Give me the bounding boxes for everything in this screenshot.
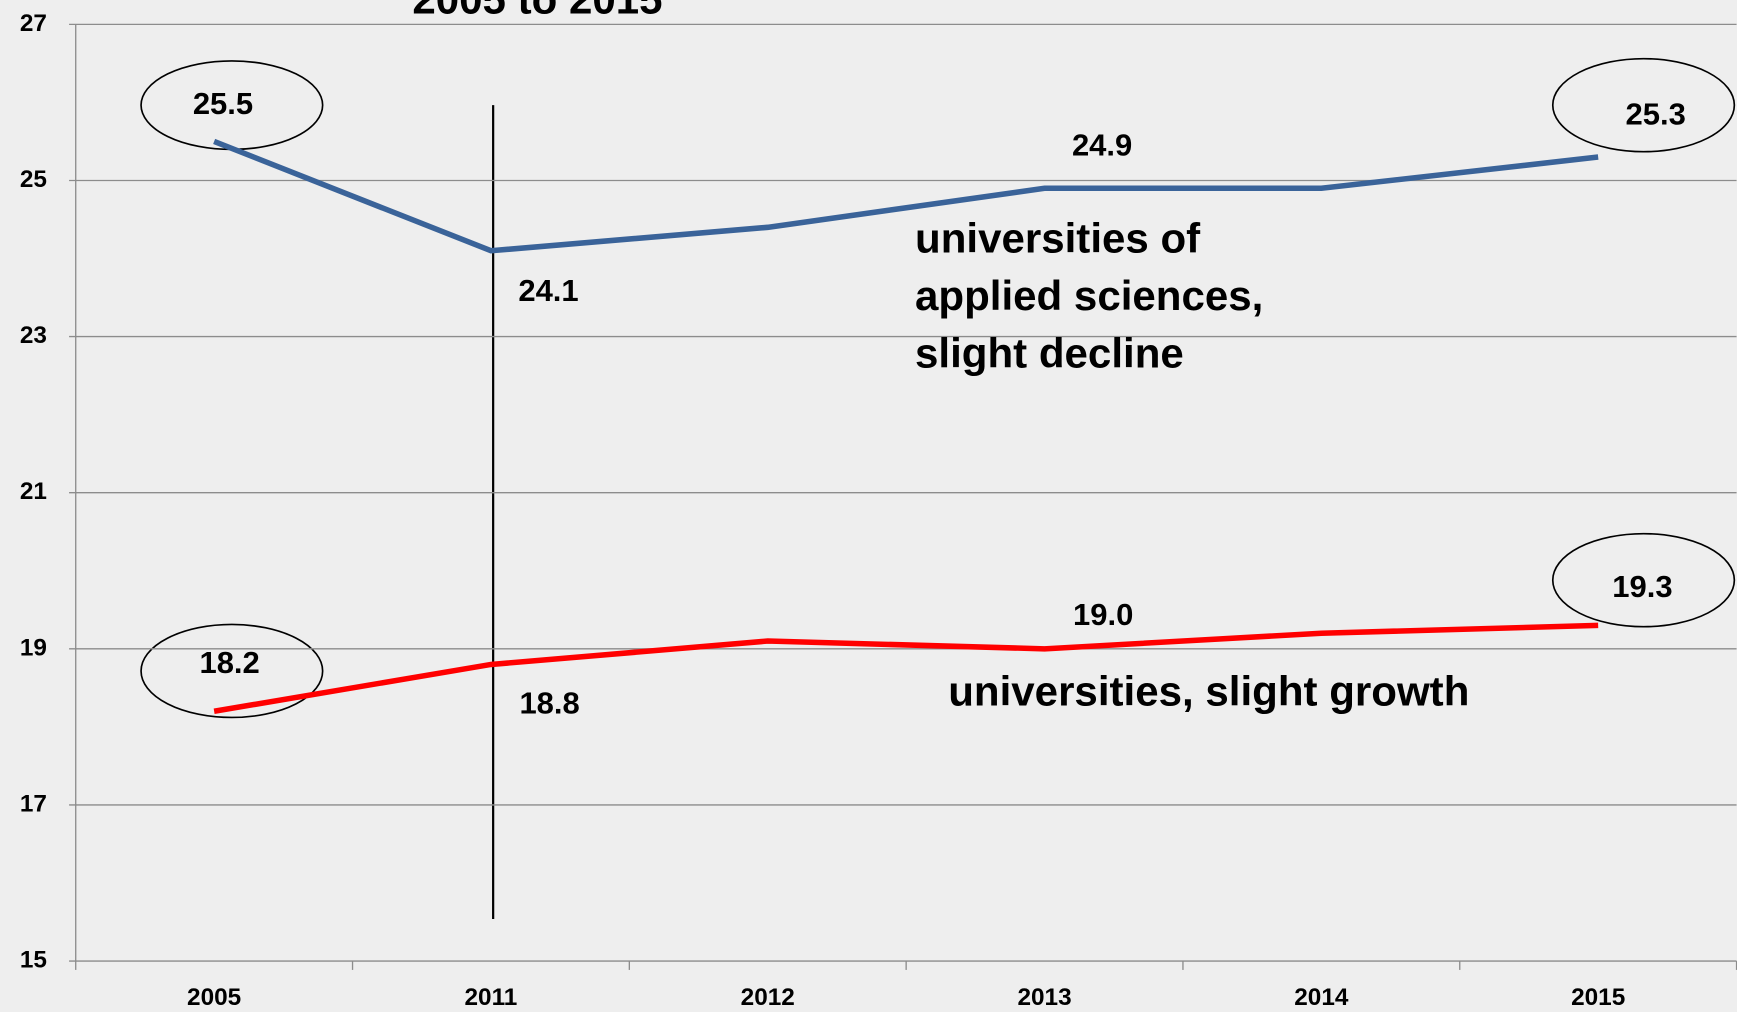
annotation: universities, slight growth [948, 667, 1469, 714]
annotation: slight decline [915, 330, 1184, 377]
data-label: 25.3 [1626, 96, 1686, 131]
y-tick-label: 25 [20, 166, 47, 193]
x-tick-label: 2012 [741, 984, 795, 1011]
x-tick-label: 2011 [465, 984, 518, 1011]
x-tick-label: 2013 [1017, 984, 1071, 1011]
x-tick-label: 2015 [1571, 984, 1625, 1011]
y-tick-label: 15 [20, 947, 47, 974]
data-label: 19.0 [1073, 597, 1133, 632]
y-tick-label: 19 [20, 634, 47, 661]
y-tick-label: 23 [20, 322, 47, 349]
data-label: 24.1 [518, 273, 578, 308]
annotation: applied sciences, [915, 272, 1263, 319]
y-tick-label: 27 [20, 10, 47, 37]
annotation: universities of [915, 214, 1201, 261]
y-tick-label: 21 [20, 478, 47, 505]
data-label: 18.2 [199, 645, 259, 680]
x-tick-label: 2005 [187, 984, 241, 1011]
highlight-ellipse [1551, 57, 1736, 153]
data-label: 19.3 [1612, 569, 1672, 604]
highlight-ellipse [140, 623, 324, 719]
y-tick-label: 17 [20, 790, 47, 817]
data-label: 18.8 [519, 686, 579, 721]
series-line [213, 622, 1599, 715]
data-label: 24.9 [1072, 128, 1132, 163]
x-tick-label: 2014 [1294, 984, 1349, 1011]
series-line [213, 138, 1599, 254]
highlight-ellipse [1551, 532, 1736, 628]
chart-title: 2005 to 2015 [412, 0, 662, 22]
data-label: 25.5 [193, 86, 253, 121]
